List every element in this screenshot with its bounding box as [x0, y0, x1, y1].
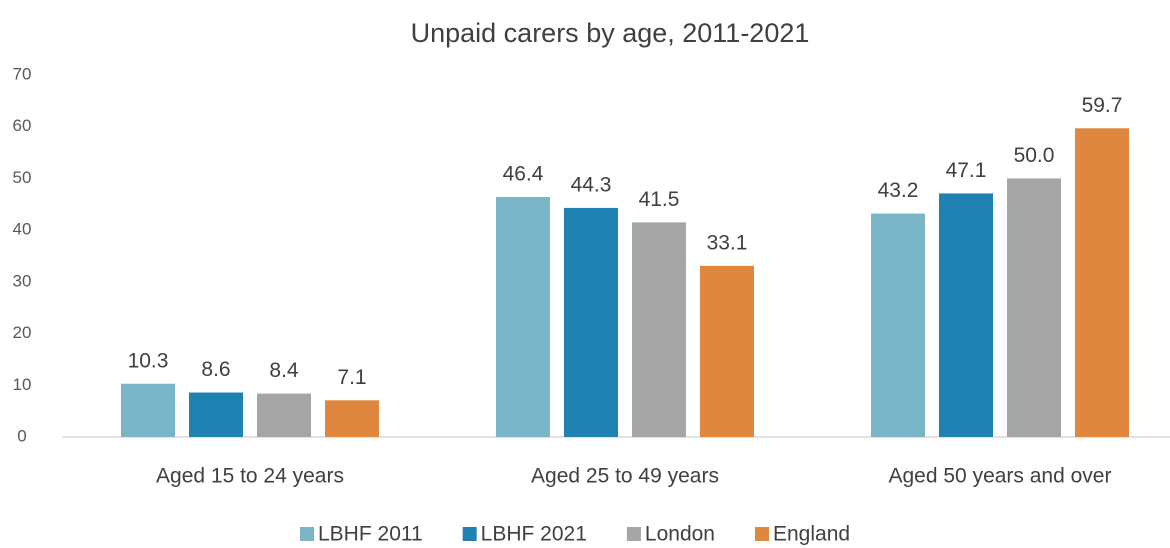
x-tick-label: Aged 15 to 24 years — [156, 465, 344, 488]
data-label: 44.3 — [571, 173, 612, 196]
y-tick-label: 70 — [13, 64, 32, 83]
bar — [496, 197, 550, 437]
data-label: 59.7 — [1082, 94, 1123, 117]
legend-swatch — [462, 527, 477, 541]
bar — [700, 265, 754, 437]
bar — [871, 213, 925, 437]
x-tick-label: Aged 50 years and over — [889, 465, 1112, 488]
data-label: 47.1 — [946, 159, 987, 182]
bar — [564, 207, 618, 437]
legend-swatch — [754, 527, 769, 541]
legend-swatch — [626, 527, 641, 541]
data-label: 7.1 — [337, 366, 366, 389]
y-tick-label: 40 — [13, 220, 32, 239]
bar — [1007, 178, 1061, 437]
bar — [939, 193, 993, 437]
bar — [632, 222, 686, 437]
legend-label: LBHF 2021 — [481, 523, 587, 546]
data-label: 8.6 — [201, 358, 230, 381]
y-tick-label: 0 — [17, 426, 26, 445]
y-tick-label: 50 — [13, 168, 32, 187]
bar — [257, 393, 311, 437]
legend-swatch — [300, 527, 314, 541]
chart-title: Unpaid carers by age, 2011-2021 — [411, 18, 810, 48]
bar — [325, 400, 379, 437]
legend-label: LBHF 2011 — [318, 523, 423, 546]
data-label: 43.2 — [878, 179, 919, 202]
data-label: 10.3 — [128, 349, 169, 372]
data-label: 46.4 — [503, 163, 544, 186]
y-tick-label: 20 — [13, 323, 32, 342]
y-tick-label: 60 — [13, 116, 32, 135]
data-label: 8.4 — [269, 359, 299, 382]
legend-label: England — [773, 523, 850, 546]
data-label: 33.1 — [707, 231, 748, 254]
y-tick-label: 30 — [13, 271, 32, 290]
x-tick-label: Aged 25 to 49 years — [531, 465, 719, 488]
y-tick-label: 10 — [13, 375, 32, 394]
bar — [121, 383, 175, 437]
data-label: 50.0 — [1014, 144, 1055, 167]
legend-label: London — [645, 523, 715, 546]
bar — [1075, 128, 1129, 437]
bar — [189, 392, 243, 437]
data-label: 41.5 — [639, 188, 680, 211]
